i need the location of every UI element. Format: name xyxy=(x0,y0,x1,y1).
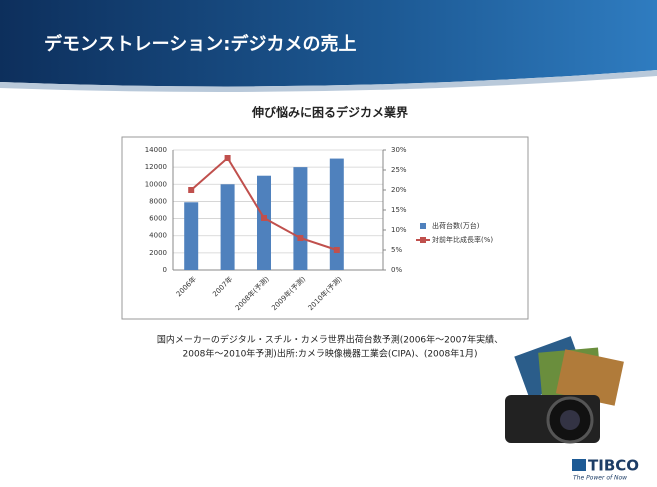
y-tick-label: 6000 xyxy=(149,215,167,223)
y-tick-label: 0 xyxy=(163,266,167,274)
slide: デモンストレーション:デジカメの売上 伸び悩みに困るデジカメ業界 0 2000 40… xyxy=(0,0,657,483)
y2-tick-label: 10% xyxy=(391,226,407,234)
y-tick-label: 12000 xyxy=(145,163,167,171)
chart-title: 伸び悩みに困るデジカメ業界 xyxy=(251,105,408,120)
bar xyxy=(184,202,198,270)
line-marker xyxy=(261,215,267,221)
y-tick-label: 8000 xyxy=(149,197,167,205)
tagline: The Power of Now xyxy=(573,475,627,482)
y-tick-label: 10000 xyxy=(145,180,167,188)
legend-label: 出荷台数(万台) xyxy=(432,221,480,230)
y2-tick-label: 25% xyxy=(391,166,407,174)
y-tick-label: 4000 xyxy=(149,232,167,240)
y2-tick-label: 15% xyxy=(391,206,407,214)
bar xyxy=(293,167,307,270)
legend-swatch xyxy=(420,237,426,243)
line-marker xyxy=(297,235,303,241)
caption: 国内メーカーのデジタル・スチル・カメラ世界出荷台数予測(2006年〜2007年実… xyxy=(157,334,503,346)
y2-tick-label: 30% xyxy=(391,146,407,154)
bar xyxy=(330,159,344,270)
y2-tick-label: 0% xyxy=(391,266,402,274)
y-tick-label: 2000 xyxy=(149,249,167,257)
bar xyxy=(257,176,271,270)
logo: TIBCO xyxy=(588,457,639,475)
bar xyxy=(221,184,235,270)
y-tick-label: 14000 xyxy=(145,146,167,154)
legend-label: 対前年比成長率(%) xyxy=(432,235,493,244)
line-marker xyxy=(188,187,194,193)
y2-tick-label: 20% xyxy=(391,186,407,194)
line-marker xyxy=(334,247,340,253)
slide-title: デモンストレーション:デジカメの売上 xyxy=(44,33,356,55)
legend-swatch xyxy=(420,223,426,229)
line-marker xyxy=(225,155,231,161)
y2-tick-label: 5% xyxy=(391,246,402,254)
logo-mark xyxy=(572,459,586,471)
caption: 2008年〜2010年予測)出所:カメラ映像機器工業会(CIPA)、(2008年… xyxy=(183,348,478,360)
